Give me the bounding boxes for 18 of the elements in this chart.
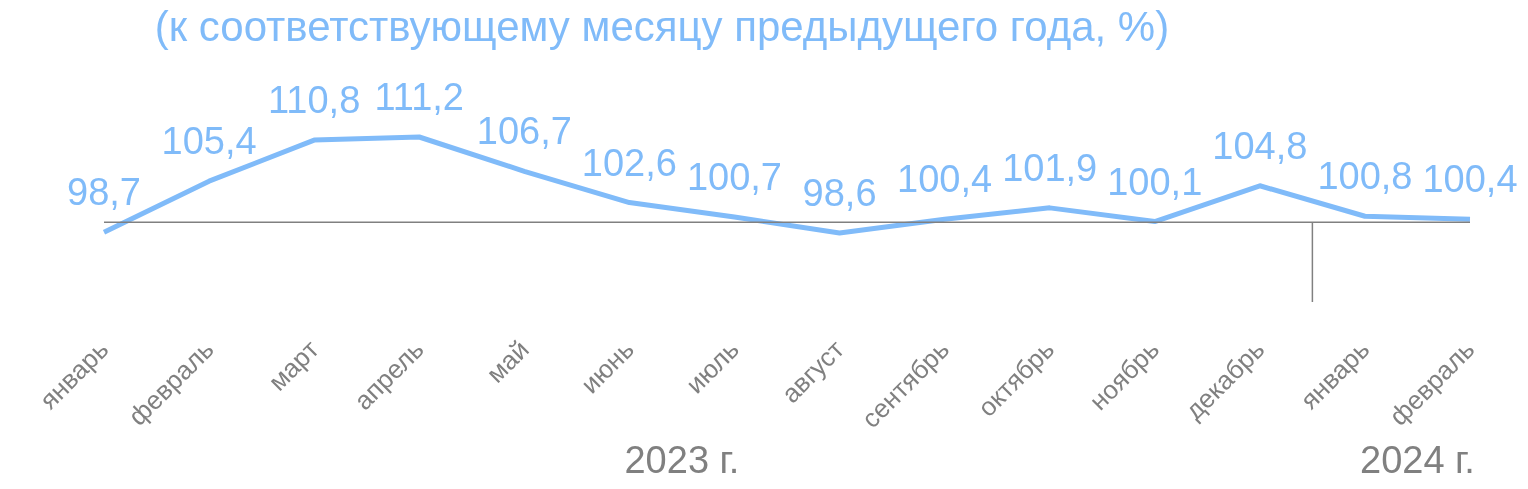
data-label: 102,6 [581, 141, 677, 184]
data-label: 100,7 [686, 156, 783, 198]
data-label: 98,7 [67, 171, 141, 214]
chart-title: (к соответствующему месяцу предыдущего года, %) [154, 3, 1170, 50]
data-label: 100,4 [1422, 158, 1518, 201]
data-label: 106,7 [476, 110, 572, 153]
data-label: 98,6 [802, 172, 877, 214]
x-tick-label: май [480, 334, 535, 389]
data-label: 111,2 [374, 76, 464, 118]
data-label: 104,8 [1212, 124, 1308, 167]
text: 2023 г. [624, 439, 740, 481]
data-label: 100,4 [897, 158, 993, 201]
data-label: 105,4 [161, 120, 257, 163]
data-label: 100,8 [1317, 155, 1413, 198]
data-label: 110,8 [268, 79, 361, 122]
text: 2024 г. [1360, 439, 1475, 481]
data-label: 100,1 [1107, 160, 1203, 203]
data-label: 101,9 [1002, 146, 1098, 189]
